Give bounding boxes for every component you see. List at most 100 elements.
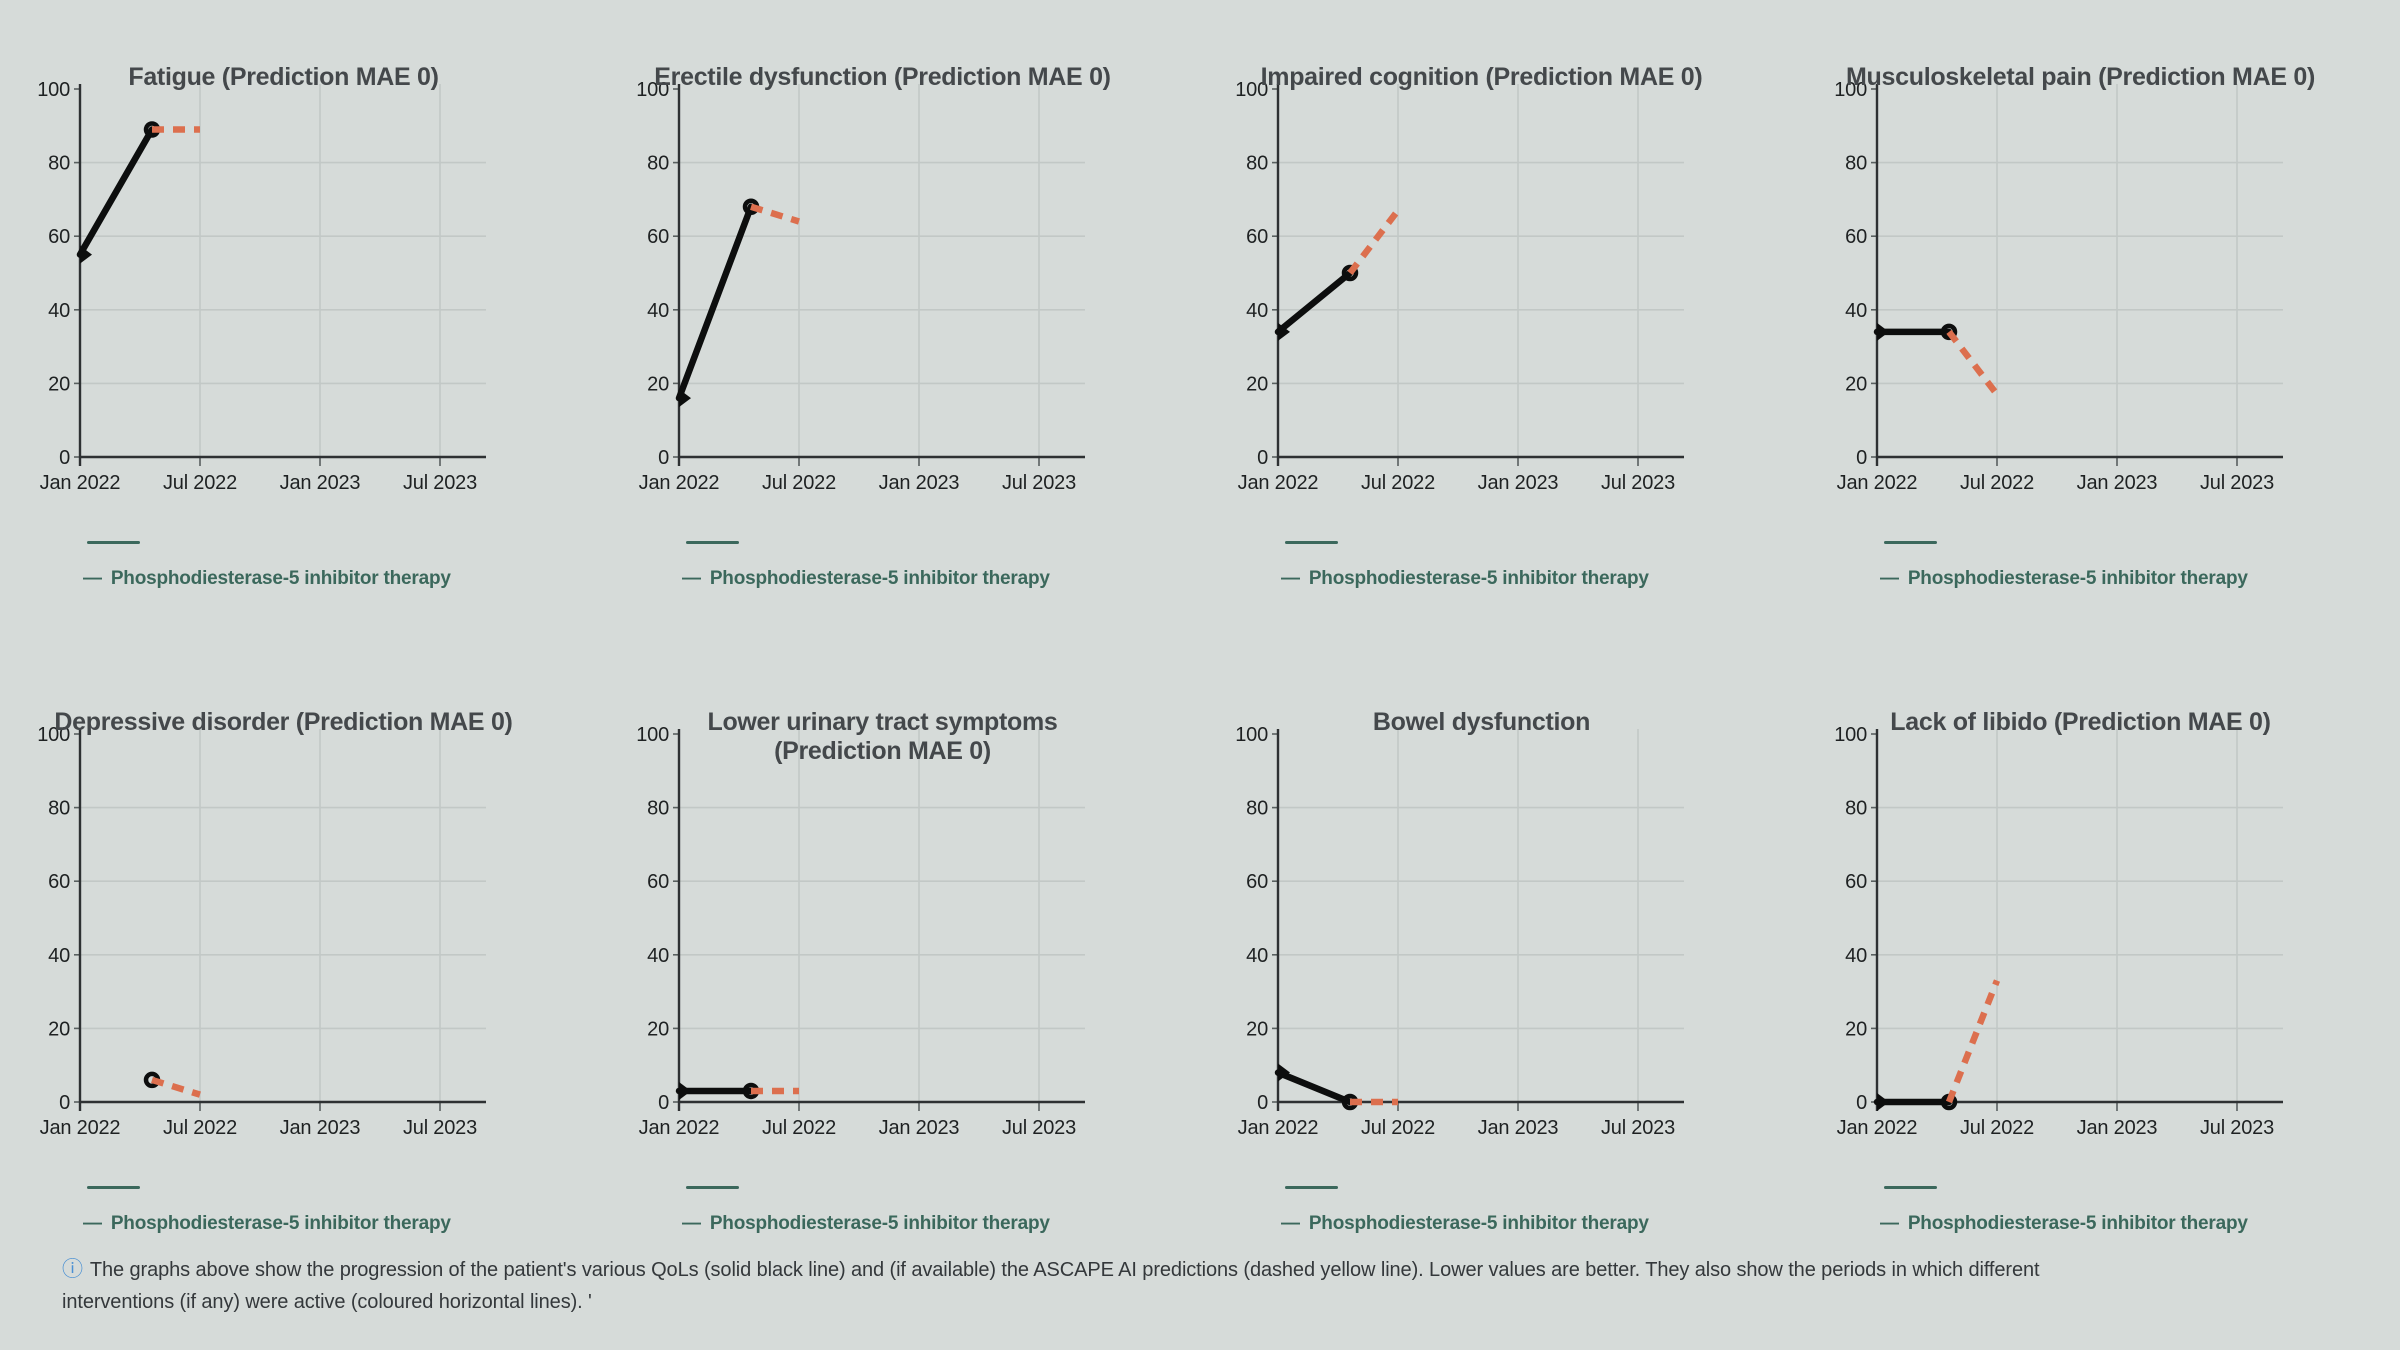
svg-text:Jan 2022: Jan 2022 bbox=[40, 472, 121, 494]
qol-chart-card-impaired-cognition: Impaired cognition (Prediction MAE 0) 0 2… bbox=[1206, 40, 1793, 590]
svg-text:60: 60 bbox=[647, 871, 669, 893]
svg-text:20: 20 bbox=[48, 373, 70, 395]
svg-text:80: 80 bbox=[48, 153, 70, 175]
svg-text:Jul 2022: Jul 2022 bbox=[1960, 472, 2034, 494]
svg-text:Jan 2022: Jan 2022 bbox=[1238, 472, 1319, 494]
svg-text:80: 80 bbox=[1246, 153, 1268, 175]
svg-text:100: 100 bbox=[636, 79, 669, 101]
svg-text:Jan 2023: Jan 2023 bbox=[2077, 1117, 2158, 1139]
chart-title: Musculoskeletal pain (Prediction MAE 0) bbox=[1846, 62, 2315, 91]
svg-text:80: 80 bbox=[48, 798, 70, 820]
qol-line-chart: 0 20 40 60 80 100 Jan 2022 Jul 2022 Jan 2023 Jul … bbox=[636, 724, 1085, 1139]
svg-text:100: 100 bbox=[1834, 724, 1867, 746]
svg-text:Jan 2022: Jan 2022 bbox=[1837, 472, 1918, 494]
legend-label: Phosphodiesterase-5 inhibitor therapy bbox=[709, 1213, 1050, 1234]
svg-text:0: 0 bbox=[1257, 447, 1268, 469]
qol-line-chart: 0 20 40 60 80 100 Jan 2022 Jul 2022 Jan 2023 Jul … bbox=[1235, 79, 1684, 494]
chart-title: Lower urinary tract symptoms (Prediction… bbox=[707, 707, 1058, 766]
chart-legend: — Phosphodiesterase-5 inhibitor therapy bbox=[83, 568, 595, 590]
svg-text:0: 0 bbox=[59, 447, 70, 469]
legend-line-marker: — bbox=[1281, 568, 1300, 589]
svg-text:Jul 2022: Jul 2022 bbox=[1960, 1117, 2034, 1139]
svg-text:Jan 2023: Jan 2023 bbox=[879, 1117, 960, 1139]
svg-text:0: 0 bbox=[658, 447, 669, 469]
svg-text:100: 100 bbox=[1235, 724, 1268, 746]
svg-text:Jul 2022: Jul 2022 bbox=[762, 1117, 836, 1139]
svg-text:20: 20 bbox=[1845, 1018, 1867, 1040]
chart-legend: — Phosphodiesterase-5 inhibitor therapy bbox=[1880, 1213, 2392, 1235]
legend-line-marker: — bbox=[1880, 1213, 1899, 1234]
intervention-period-line bbox=[87, 541, 140, 544]
chart-title: Lack of libido (Prediction MAE 0) bbox=[1890, 707, 2271, 736]
svg-text:Jul 2023: Jul 2023 bbox=[403, 472, 477, 494]
legend-line-marker: — bbox=[1880, 568, 1899, 589]
svg-text:Jan 2023: Jan 2023 bbox=[280, 1117, 361, 1139]
chart-legend: — Phosphodiesterase-5 inhibitor therapy bbox=[1281, 1213, 1793, 1235]
qol-line-chart: 0 20 40 60 80 100 Jan 2022 Jul 2022 Jan 2023 Jul … bbox=[1834, 79, 2283, 494]
qol-chart-card-lower-urinary-tract-symptoms: Lower urinary tract symptoms (Prediction… bbox=[607, 685, 1194, 1235]
svg-text:Jul 2022: Jul 2022 bbox=[163, 1117, 237, 1139]
svg-text:20: 20 bbox=[647, 373, 669, 395]
svg-text:100: 100 bbox=[37, 724, 70, 746]
qol-charts-grid: Fatigue (Prediction MAE 0) 0 20 40 60 80 100 J… bbox=[8, 40, 2392, 1235]
legend-line-marker: — bbox=[682, 568, 701, 589]
chart-legend: — Phosphodiesterase-5 inhibitor therapy bbox=[83, 1213, 595, 1235]
legend-label: Phosphodiesterase-5 inhibitor therapy bbox=[110, 568, 451, 589]
svg-text:60: 60 bbox=[1845, 226, 1867, 248]
svg-text:Jul 2022: Jul 2022 bbox=[163, 472, 237, 494]
svg-text:20: 20 bbox=[1246, 373, 1268, 395]
intervention-period-line bbox=[87, 1186, 140, 1189]
info-icon: ⓘ bbox=[62, 1258, 83, 1281]
svg-text:Jan 2022: Jan 2022 bbox=[639, 1117, 720, 1139]
svg-text:Jul 2022: Jul 2022 bbox=[762, 472, 836, 494]
svg-text:Jul 2023: Jul 2023 bbox=[1601, 1117, 1675, 1139]
qol-line-chart: 0 20 40 60 80 100 Jan 2022 Jul 2022 Jan 2023 Jul … bbox=[37, 79, 486, 494]
svg-text:40: 40 bbox=[48, 945, 70, 967]
svg-text:Jan 2022: Jan 2022 bbox=[1238, 1117, 1319, 1139]
legend-label: Phosphodiesterase-5 inhibitor therapy bbox=[709, 568, 1050, 589]
svg-text:100: 100 bbox=[37, 79, 70, 101]
svg-text:60: 60 bbox=[1246, 871, 1268, 893]
svg-text:40: 40 bbox=[1246, 300, 1268, 322]
svg-text:Jan 2022: Jan 2022 bbox=[40, 1117, 121, 1139]
legend-label: Phosphodiesterase-5 inhibitor therapy bbox=[1308, 568, 1649, 589]
svg-text:Jul 2023: Jul 2023 bbox=[2200, 1117, 2274, 1139]
chart-title: Fatigue (Prediction MAE 0) bbox=[128, 62, 439, 91]
qol-chart-card-depressive-disorder: Depressive disorder (Prediction MAE 0) 0… bbox=[8, 685, 595, 1235]
svg-text:40: 40 bbox=[1845, 300, 1867, 322]
chart-title: Depressive disorder (Prediction MAE 0) bbox=[54, 707, 513, 736]
qol-chart-card-fatigue: Fatigue (Prediction MAE 0) 0 20 40 60 80 100 J… bbox=[8, 40, 595, 590]
svg-text:Jan 2023: Jan 2023 bbox=[1478, 1117, 1559, 1139]
svg-text:60: 60 bbox=[48, 226, 70, 248]
svg-text:60: 60 bbox=[1246, 226, 1268, 248]
intervention-period-line bbox=[686, 1186, 739, 1189]
svg-text:80: 80 bbox=[1845, 798, 1867, 820]
chart-title: Bowel dysfunction bbox=[1372, 707, 1591, 736]
explanation-note: ⓘ The graphs above show the progression o… bbox=[62, 1253, 2122, 1318]
intervention-period-line bbox=[1884, 541, 1937, 544]
svg-text:0: 0 bbox=[658, 1092, 669, 1114]
svg-text:100: 100 bbox=[1834, 79, 1867, 101]
svg-text:60: 60 bbox=[1845, 871, 1867, 893]
legend-label: Phosphodiesterase-5 inhibitor therapy bbox=[110, 1213, 451, 1234]
legend-line-marker: — bbox=[1281, 1213, 1300, 1234]
svg-text:20: 20 bbox=[1246, 1018, 1268, 1040]
svg-text:40: 40 bbox=[1845, 945, 1867, 967]
svg-text:Jul 2022: Jul 2022 bbox=[1361, 1117, 1435, 1139]
svg-text:0: 0 bbox=[59, 1092, 70, 1114]
svg-text:Jan 2023: Jan 2023 bbox=[1478, 472, 1559, 494]
chart-title: Impaired cognition (Prediction MAE 0) bbox=[1260, 62, 1703, 91]
qol-line-chart: 0 20 40 60 80 100 Jan 2022 Jul 2022 Jan 2023 Jul … bbox=[37, 724, 486, 1139]
svg-text:Jul 2023: Jul 2023 bbox=[403, 1117, 477, 1139]
svg-text:Jan 2023: Jan 2023 bbox=[280, 472, 361, 494]
svg-text:0: 0 bbox=[1257, 1092, 1268, 1114]
svg-text:Jul 2023: Jul 2023 bbox=[1002, 1117, 1076, 1139]
svg-text:Jan 2022: Jan 2022 bbox=[1837, 1117, 1918, 1139]
svg-text:60: 60 bbox=[647, 226, 669, 248]
svg-text:40: 40 bbox=[647, 300, 669, 322]
qol-chart-card-musculoskeletal-pain: Musculoskeletal pain (Prediction MAE 0) … bbox=[1805, 40, 2392, 590]
explanation-note-text: The graphs above show the progression of… bbox=[62, 1259, 2040, 1313]
qol-line-chart: 0 20 40 60 80 100 Jan 2022 Jul 2022 Jan 2023 Jul … bbox=[1834, 724, 2283, 1139]
legend-line-marker: — bbox=[83, 568, 102, 589]
legend-label: Phosphodiesterase-5 inhibitor therapy bbox=[1308, 1213, 1649, 1234]
